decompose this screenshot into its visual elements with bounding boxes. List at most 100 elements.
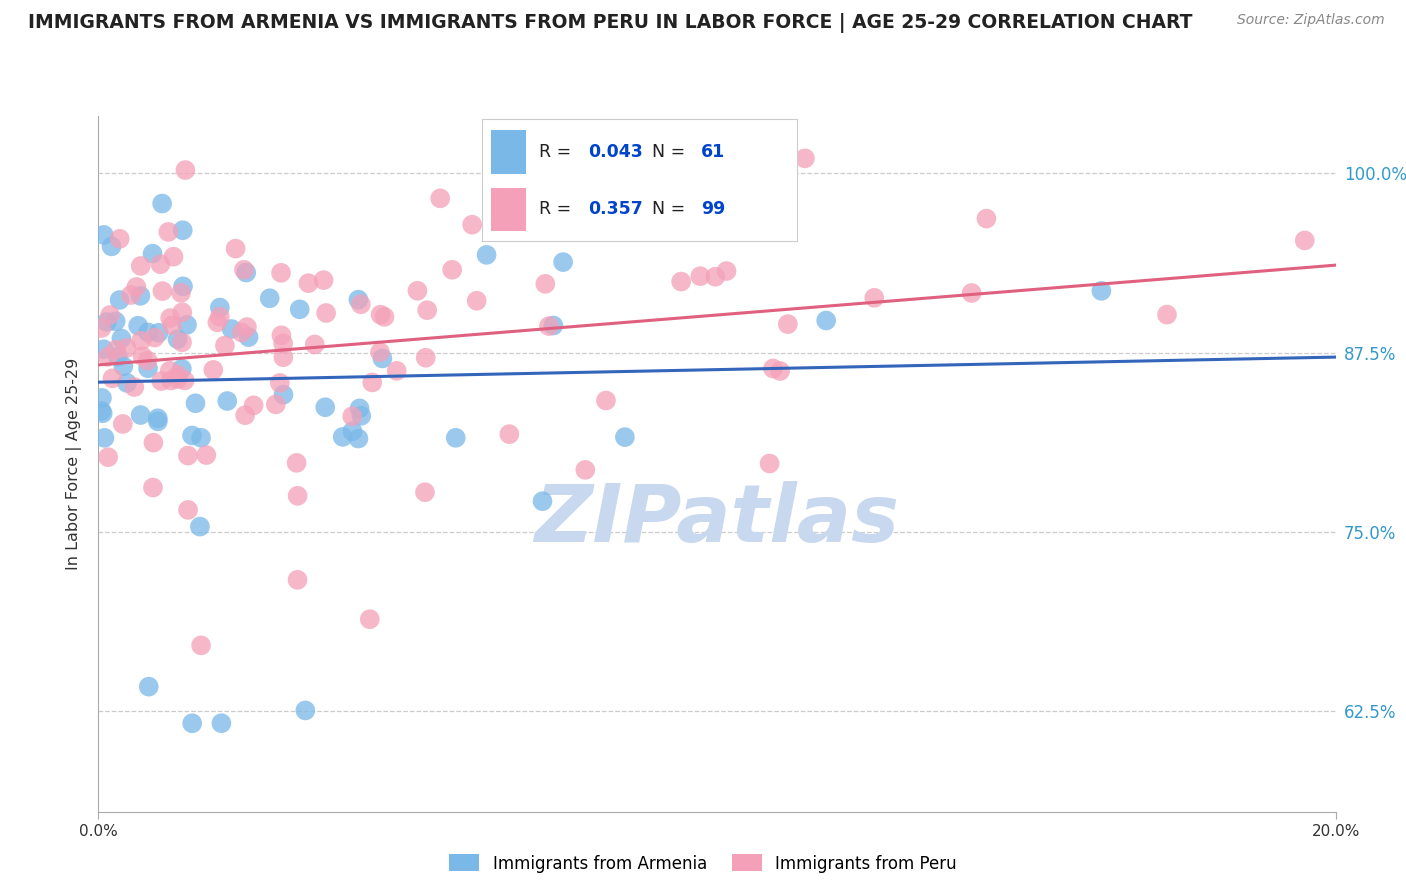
Point (273, 350, 295, 364)
Point (233, 408, 256, 422)
Point (131, 349, 153, 363)
Point (758, 457, 780, 471)
Point (157, 225, 180, 239)
Point (142, 246, 165, 260)
Point (159, 311, 181, 326)
Point (370, 308, 392, 322)
Point (129, 334, 152, 348)
Point (160, 318, 183, 333)
Point (689, 269, 711, 284)
Point (167, 368, 190, 383)
Point (100, 239, 122, 253)
Point (373, 310, 395, 324)
Point (174, 163, 197, 178)
Point (149, 257, 172, 271)
Point (184, 396, 207, 410)
Point (124, 380, 146, 394)
Point (170, 285, 193, 300)
Point (146, 414, 169, 428)
Point (315, 306, 337, 320)
Point (129, 289, 152, 303)
Point (170, 361, 193, 376)
Point (142, 435, 165, 450)
Point (177, 449, 200, 463)
Point (190, 431, 212, 445)
Point (136, 361, 159, 376)
Point (221, 322, 243, 336)
Point (176, 318, 198, 332)
Point (93, 343, 115, 357)
Point (112, 359, 135, 374)
Point (499, 214, 522, 228)
Point (181, 716, 204, 731)
Point (368, 345, 391, 359)
Point (312, 273, 335, 287)
Point (181, 428, 204, 442)
Point (231, 326, 253, 340)
Point (235, 266, 257, 280)
Point (214, 338, 236, 352)
Point (110, 332, 132, 346)
Point (270, 328, 292, 343)
Point (136, 326, 159, 340)
Text: Source: ZipAtlas.com: Source: ZipAtlas.com (1237, 13, 1385, 28)
Point (162, 250, 184, 264)
Point (238, 330, 260, 344)
Point (976, 211, 998, 226)
Y-axis label: In Labor Force | Age 25-29: In Labor Force | Age 25-29 (66, 358, 83, 570)
Point (96, 315, 118, 329)
Point (287, 573, 309, 587)
Point (208, 310, 231, 324)
Point (1294, 234, 1316, 248)
Point (90, 321, 112, 335)
Point (172, 305, 194, 319)
Point (385, 364, 408, 378)
Text: IMMIGRANTS FROM ARMENIA VS IMMIGRANTS FROM PERU IN LABOR FORCE | AGE 25-29 CORRE: IMMIGRANTS FROM ARMENIA VS IMMIGRANTS FR… (28, 13, 1192, 33)
Point (595, 393, 617, 408)
Point (172, 279, 194, 293)
Point (202, 363, 225, 377)
Point (270, 266, 292, 280)
Point (173, 373, 195, 387)
Point (350, 297, 373, 311)
Point (242, 398, 264, 412)
Point (461, 218, 484, 232)
Point (143, 330, 166, 344)
Point (350, 409, 373, 423)
Point (287, 489, 309, 503)
Point (704, 269, 727, 284)
Point (172, 223, 194, 237)
Point (129, 259, 152, 273)
Point (146, 411, 169, 425)
Point (793, 152, 815, 166)
Point (142, 481, 165, 495)
Point (1090, 284, 1112, 298)
Point (195, 448, 218, 462)
Point (347, 293, 370, 307)
Point (150, 374, 173, 388)
Point (236, 320, 259, 334)
Point (91, 406, 114, 420)
Point (125, 280, 148, 294)
Point (534, 277, 557, 291)
Point (97, 350, 120, 364)
Point (342, 409, 364, 424)
Point (716, 264, 738, 278)
Point (269, 376, 291, 390)
Point (1156, 308, 1178, 322)
Point (613, 430, 636, 444)
Point (190, 639, 212, 653)
Point (416, 303, 439, 318)
Point (166, 332, 188, 346)
Point (217, 394, 239, 409)
Point (444, 431, 467, 445)
Point (769, 364, 792, 378)
Point (415, 351, 437, 365)
Point (208, 301, 231, 315)
Point (120, 288, 142, 302)
Point (148, 326, 170, 340)
Point (297, 276, 319, 290)
Point (97, 450, 120, 465)
Point (361, 376, 384, 390)
Point (159, 364, 181, 378)
